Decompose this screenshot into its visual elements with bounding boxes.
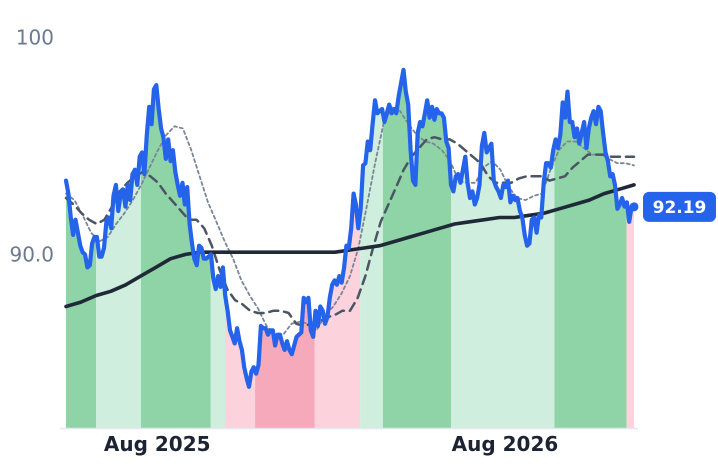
trend-region-10 <box>451 136 555 429</box>
short-ma-line <box>65 105 635 336</box>
last-value-badge <box>643 191 716 222</box>
trend-region-11 <box>554 102 627 428</box>
y-tick-label-1: 100 <box>16 25 54 49</box>
mid-ma-line <box>64 135 636 328</box>
x-tick-label-1: Aug 2025 <box>104 432 211 456</box>
trend-region-8 <box>360 106 383 428</box>
trend-region-6 <box>255 299 315 428</box>
y-tick-label-2: 90.0 <box>9 242 54 266</box>
x-axis-ticks: Aug 2025 Aug 2026 <box>104 432 558 456</box>
trend-region-4 <box>210 254 225 428</box>
trend-region-12 <box>626 202 634 428</box>
last-value-label: 92.19 <box>653 198 707 218</box>
price-line <box>63 67 637 389</box>
x-tick-label-2: Aug 2026 <box>452 432 559 456</box>
trend-region-1 <box>66 180 97 428</box>
y-axis-ticks: 100 90.0 <box>9 25 54 266</box>
last-value-group: 92.19 <box>629 191 716 222</box>
trend-region-9 <box>382 75 452 428</box>
last-value-dot <box>629 202 639 212</box>
trend-region-5 <box>225 293 256 428</box>
region-fills <box>66 75 634 429</box>
series-lines <box>63 67 637 389</box>
